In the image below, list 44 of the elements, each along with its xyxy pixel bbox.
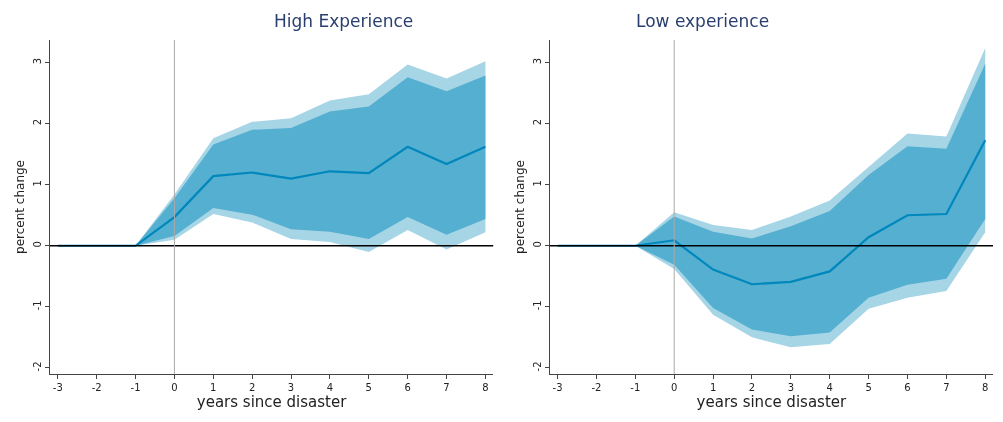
x-tick-label: 0 — [671, 382, 678, 393]
x-tick-label: -2 — [591, 382, 602, 393]
y-axis-title: percent change — [13, 160, 28, 254]
x-tick-label: 0 — [171, 382, 178, 393]
y-tick-label: 2 — [531, 118, 543, 126]
y-tick-label: 0 — [32, 241, 43, 248]
y-tick-label: 1 — [531, 180, 543, 187]
x-tick-label: 2 — [248, 382, 256, 393]
x-tick-label: 5 — [365, 382, 372, 393]
y-axis-title: percent change — [513, 160, 528, 254]
x-tick-label: -1 — [630, 382, 641, 393]
x-tick-label: 3 — [787, 382, 795, 393]
x-tick-label: 1 — [210, 382, 217, 393]
x-tick-label: 1 — [709, 382, 717, 393]
x-tick-label: 6 — [904, 382, 911, 393]
y-tick-label: -1 — [32, 300, 43, 311]
y-tick-label: -2 — [531, 361, 543, 372]
line-series — [556, 139, 987, 286]
line-series — [56, 145, 487, 247]
x-tick-label: 8 — [982, 382, 989, 393]
x-tick-label: 3 — [287, 382, 295, 393]
y-tick-label: 3 — [32, 57, 43, 65]
y-tick-label: 2 — [32, 118, 43, 126]
x-axis-title: years since disaster — [196, 393, 348, 411]
y-tick-label: 1 — [32, 180, 43, 187]
x-tick-label: -3 — [552, 382, 563, 393]
x-tick-label: 2 — [748, 382, 756, 393]
x-tick-label: 4 — [326, 382, 334, 393]
x-tick-label: -2 — [91, 382, 102, 393]
chart-title: Low experience — [636, 11, 770, 31]
y-tick-label: -2 — [32, 361, 43, 372]
x-axis-title: years since disaster — [696, 393, 848, 411]
y-tick-label: 3 — [531, 57, 543, 65]
x-tick-label: 6 — [404, 382, 411, 393]
y-tick-label: 0 — [531, 241, 543, 248]
x-tick-label: 7 — [443, 382, 450, 393]
x-tick-label: -1 — [130, 382, 141, 393]
x-tick-label: 4 — [826, 382, 833, 393]
x-tick-label: 7 — [943, 382, 950, 393]
y-tick-label: -1 — [531, 300, 543, 311]
x-tick-label: 5 — [865, 382, 872, 393]
x-tick-label: 8 — [482, 382, 489, 393]
chart-title: High Experience — [274, 11, 414, 31]
x-tick-label: -3 — [52, 382, 63, 393]
